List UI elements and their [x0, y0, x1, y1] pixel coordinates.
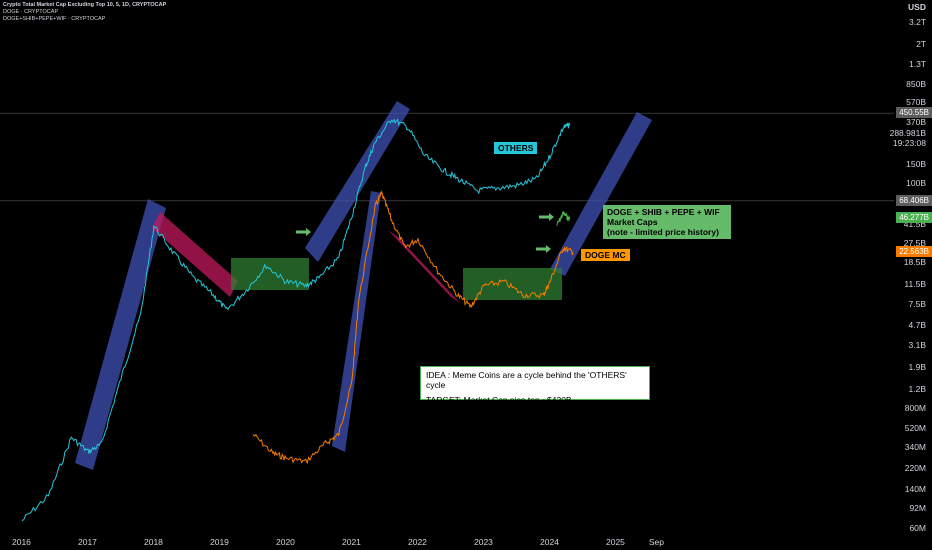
- arrow-icon: [296, 228, 311, 236]
- others-price-badge: 450.55B: [896, 107, 932, 118]
- idea-text: IDEA : Meme Coins are a cycle behind the…: [426, 370, 627, 390]
- target-text: TARGET: Market Cap pico top ~$420B.: [426, 395, 574, 405]
- legend-meme: DOGE+SHIB+PEPE+WIF · CRYPTOCAP: [3, 16, 106, 22]
- y-tick-label: 3.1B: [908, 339, 927, 350]
- y-tick-label: 340M: [904, 442, 926, 453]
- accumulation-box-doge: [463, 268, 562, 300]
- accumulation-box-others: [231, 258, 309, 290]
- x-tick-label: 2019: [210, 537, 229, 547]
- series-line-doge-mc: [252, 190, 574, 465]
- y-tick-label: 41.5B: [903, 219, 926, 229]
- x-tick-label: Sep: [648, 537, 665, 547]
- x-tick-label: 2016: [12, 537, 31, 547]
- y-tick-label: 1.9B: [908, 362, 927, 373]
- meme-label-line3: (note - limited price history): [607, 227, 719, 237]
- chart-title: Crypto Total Market Cap Excluding Top 10…: [3, 2, 167, 8]
- y-tick-label: 1.2B: [908, 383, 927, 394]
- y-tick-label: 570B: [906, 97, 926, 108]
- meme-price-badge: 46.277B: [896, 212, 932, 223]
- y-tick-label: 220M: [904, 462, 926, 473]
- others-mid-label: 288.981B: [889, 128, 926, 138]
- y-tick-label: 100B: [906, 178, 926, 189]
- y-tick-label: 18.5B: [903, 256, 926, 267]
- x-tick-label: 2025: [606, 537, 625, 547]
- meme-label-line1: DOGE + SHIB + PEPE + WIF: [607, 207, 720, 217]
- legend-doge: DOGE · CRYPTOCAP: [3, 9, 59, 15]
- others-label: OTHERS: [494, 142, 538, 154]
- up-channel-2020: [305, 101, 410, 262]
- currency-label[interactable]: USD: [908, 2, 926, 12]
- y-tick-label: 60M: [909, 523, 926, 533]
- arrow-icon: [539, 213, 554, 221]
- y-tick-label: 92M: [909, 503, 926, 514]
- y-tick-label: 11.5B: [904, 278, 926, 289]
- doge-price-badge: 22.563B: [896, 246, 932, 257]
- y-tick-label: 4.7B: [908, 320, 927, 331]
- x-tick-label: 2021: [342, 537, 361, 547]
- y-tick-label: 850B: [906, 78, 926, 89]
- y-tick-label: 1.3T: [908, 58, 926, 69]
- down-channel-2022: [388, 230, 460, 303]
- y-tick-label: 370B: [906, 117, 926, 128]
- y-tick-label: 3.2T: [908, 17, 926, 27]
- x-tick-label: 2020: [276, 537, 295, 547]
- meme-label-line2: Market Caps: [607, 217, 658, 227]
- countdown-label: 19:23:08: [892, 138, 926, 148]
- x-tick-label: 2017: [78, 537, 97, 547]
- x-tick-label: 2024: [540, 537, 559, 547]
- hline-price-badge: 68.406B: [896, 195, 932, 206]
- meme-label: DOGE + SHIB + PEPE + WIF Market Caps (no…: [603, 205, 731, 239]
- series-line-others: [21, 118, 571, 522]
- y-tick-label: 150B: [906, 159, 926, 170]
- arrow-icon: [536, 245, 551, 253]
- up-channel-2017: [75, 199, 166, 470]
- y-tick-label: 520M: [904, 422, 926, 433]
- up-channel-2024: [550, 112, 652, 276]
- x-tick-label: 2018: [144, 537, 163, 547]
- y-tick-label: 800M: [904, 402, 926, 413]
- x-tick-label: 2022: [408, 537, 427, 547]
- y-tick-label: 2T: [916, 38, 926, 49]
- y-tick-label: 27.5B: [903, 238, 926, 249]
- y-tick-label: 7.5B: [908, 298, 927, 309]
- idea-box: IDEA : Meme Coins are a cycle behind the…: [420, 366, 650, 405]
- x-tick-label: 2023: [474, 537, 493, 547]
- y-tick-label: 140M: [904, 483, 926, 494]
- doge-label: DOGE MC: [581, 249, 630, 261]
- series-line-doge-shib-pepe-wif: [556, 210, 571, 227]
- down-channel-2018: [152, 212, 238, 297]
